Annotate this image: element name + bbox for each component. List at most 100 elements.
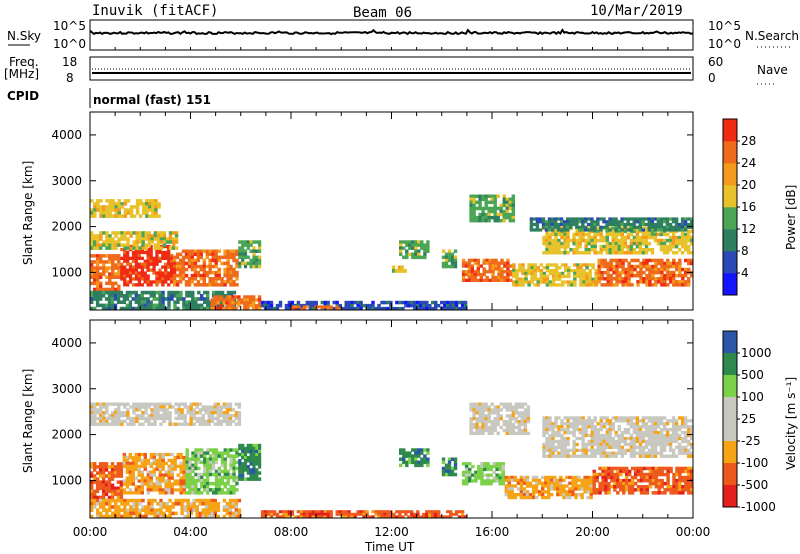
data-cell: [237, 508, 242, 512]
data-cell: [223, 485, 227, 489]
data-cell: [146, 306, 150, 311]
data-cell: [228, 505, 233, 509]
data-cell: [584, 419, 588, 423]
data-cell: [197, 491, 201, 495]
data-cell: [580, 484, 584, 488]
data-cell: [551, 445, 555, 449]
data-cell: [498, 479, 502, 483]
data-cell: [590, 244, 594, 249]
data-cell: [225, 505, 230, 509]
data-cell: [537, 490, 542, 494]
data-cell: [111, 498, 115, 503]
data-cell: [601, 485, 605, 489]
data-cell: [582, 269, 586, 273]
data-cell: [176, 294, 180, 298]
data-cell: [243, 249, 248, 253]
data-cell: [653, 238, 658, 243]
data-cell: [122, 306, 127, 311]
data-cell: [657, 485, 661, 489]
data-cell: [660, 280, 664, 284]
data-cell: [610, 469, 614, 474]
data-cell: [90, 260, 94, 264]
data-cell: [629, 228, 633, 232]
data-cell: [467, 273, 472, 277]
data-cell: [252, 449, 256, 454]
data-cell: [581, 422, 585, 426]
data-cell: [671, 220, 676, 224]
data-cell: [566, 439, 570, 444]
data-cell: [181, 273, 186, 278]
data-cell: [111, 284, 115, 289]
data-cell: [417, 448, 421, 452]
data-cell: [690, 485, 694, 489]
data-cell: [666, 475, 670, 480]
data-cell: [563, 244, 567, 249]
data-cell: [329, 512, 333, 516]
data-cell: [560, 274, 565, 278]
data-cell: [220, 451, 224, 455]
data-cell: [193, 277, 198, 281]
data-cell: [126, 199, 131, 203]
data-cell: [557, 451, 561, 455]
data-cell: [269, 300, 274, 305]
data-cell: [114, 243, 118, 247]
data-cell: [498, 467, 502, 472]
data-cell: [528, 493, 533, 497]
data-cell: [229, 280, 233, 284]
data-cell: [185, 451, 189, 455]
data-cell: [219, 422, 223, 426]
data-cell: [211, 290, 216, 295]
data-cell: [623, 241, 628, 246]
data-cell: [107, 300, 112, 304]
data-cell: [654, 258, 658, 263]
data-cell: [592, 488, 596, 492]
data-cell: [305, 512, 309, 516]
data-cell: [317, 510, 321, 514]
data-cell: [629, 238, 634, 243]
data-cell: [202, 283, 206, 287]
data-cell: [149, 244, 153, 249]
data-cell: [690, 222, 694, 227]
data-cell: [184, 273, 189, 278]
data-cell: [582, 271, 586, 276]
data-cell: [123, 405, 127, 409]
data-cell: [559, 487, 563, 491]
data-cell: [461, 261, 466, 265]
data-cell: [545, 269, 550, 273]
data-cell: [454, 512, 459, 516]
data-cell: [226, 488, 230, 492]
data-cell: [206, 475, 210, 480]
data-cell: [573, 280, 577, 284]
data-cell: [170, 470, 174, 474]
data-cell: [192, 408, 196, 412]
data-cell: [137, 265, 141, 269]
data-cell: [128, 294, 133, 298]
data-cell: [226, 290, 231, 295]
data-cell: [362, 515, 366, 519]
data-cell: [117, 408, 121, 412]
data-cell: [595, 488, 599, 492]
data-cell: [192, 402, 196, 406]
data-cell: [182, 491, 186, 495]
data-cell: [520, 405, 524, 409]
data-cell: [672, 488, 676, 492]
data-cell: [642, 475, 647, 480]
data-cell: [590, 222, 594, 227]
data-cell: [666, 267, 670, 272]
data-cell: [411, 240, 415, 244]
data-cell: [461, 462, 466, 466]
data-cell: [545, 238, 549, 243]
data-cell: [140, 277, 144, 281]
data-cell: [155, 259, 159, 263]
data-cell: [90, 416, 94, 421]
data-cell: [674, 244, 679, 249]
data-cell: [141, 498, 145, 503]
data-cell: [172, 264, 177, 269]
data-cell: [450, 261, 455, 266]
data-cell: [344, 303, 348, 308]
data-cell: [527, 271, 531, 276]
data-cell: [194, 303, 198, 308]
data-cell: [599, 217, 603, 221]
data-cell: [170, 461, 174, 466]
data-cell: [95, 303, 100, 308]
